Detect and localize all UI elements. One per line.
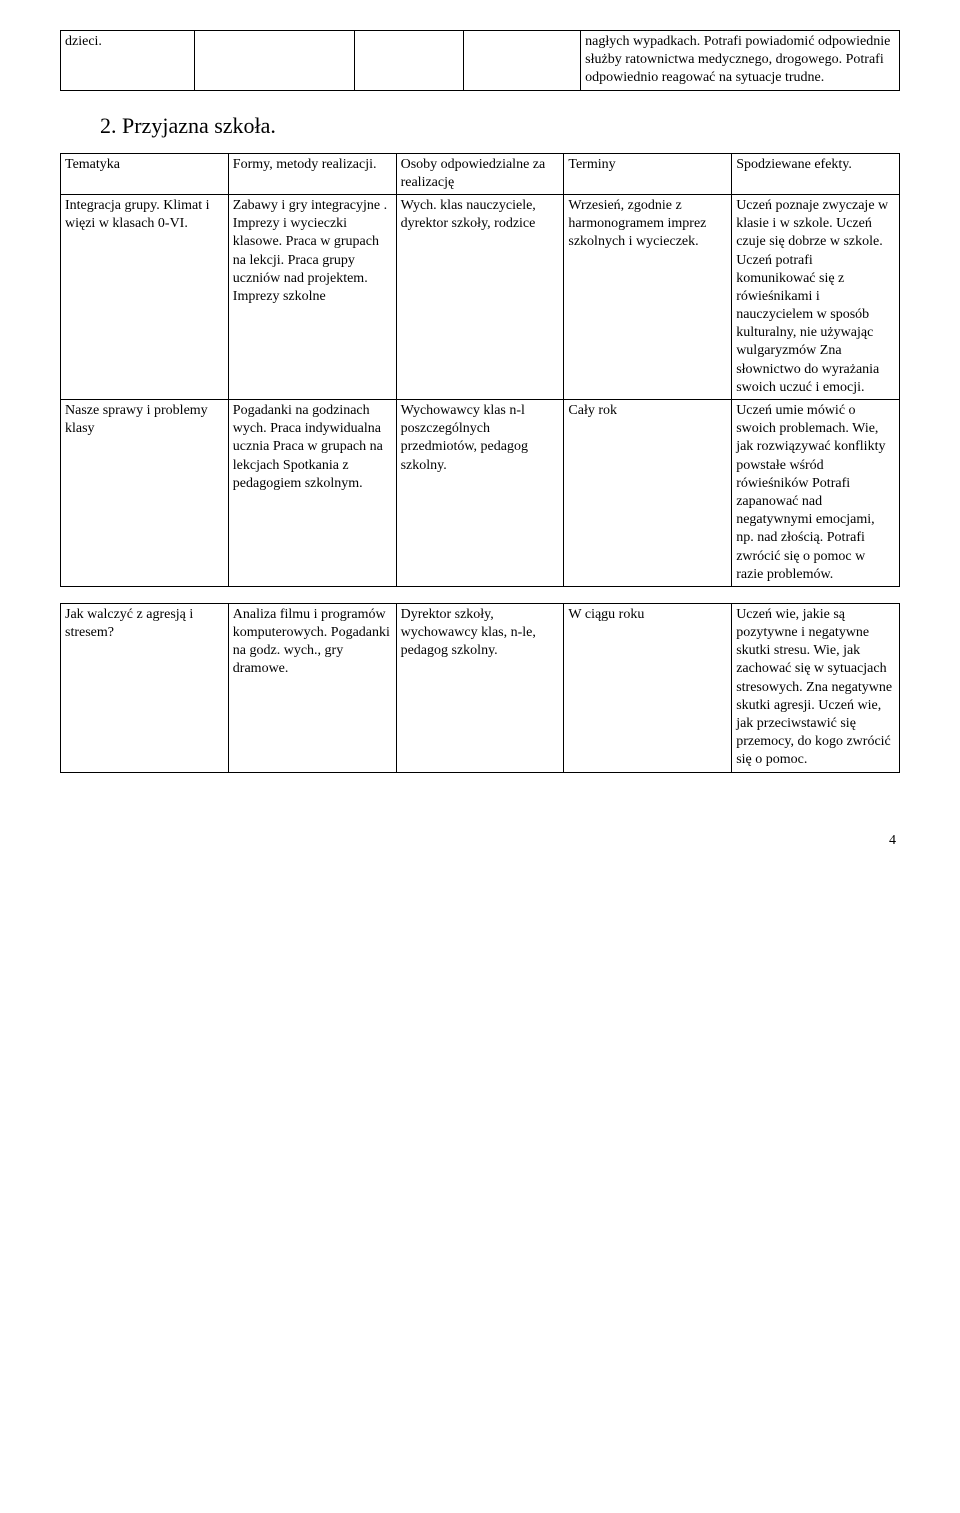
cell-c2 [195, 31, 354, 91]
cell: Dyrektor szkoły, wychowawcy klas, n-le, … [396, 603, 564, 772]
cell: Jak walczyć z agresją i stresem? [61, 603, 229, 772]
cell: Pogadanki na godzinach wych. Praca indyw… [228, 400, 396, 587]
table-row: Integracja grupy. Klimat i więzi w klasa… [61, 194, 900, 399]
col-header: Formy, metody realizacji. [228, 153, 396, 194]
cell-c3 [354, 31, 463, 91]
cell: Wrzesień, zgodnie z harmonogramem imprez… [564, 194, 732, 399]
cell: Wychowawcy klas n-l poszczególnych przed… [396, 400, 564, 587]
cell: Uczeń umie mówić o swoich problemach. Wi… [732, 400, 900, 587]
cell: W ciągu roku [564, 603, 732, 772]
top-table: dzieci. nagłych wypadkach. Potrafi powia… [60, 30, 900, 91]
cell: Uczeń wie, jakie są pozytywne i negatywn… [732, 603, 900, 772]
page-number: 4 [60, 833, 900, 849]
col-header: Osoby odpowiedzialne za realizację [396, 153, 564, 194]
cell: Cały rok [564, 400, 732, 587]
table-gap [60, 587, 900, 603]
table-row: dzieci. nagłych wypadkach. Potrafi powia… [61, 31, 900, 91]
cell: Analiza filmu i programów komputerowych.… [228, 603, 396, 772]
cell: Wych. klas nauczyciele, dyrektor szkoły,… [396, 194, 564, 399]
cell: Uczeń poznaje zwyczaje w klasie i w szko… [732, 194, 900, 399]
bottom-table: Jak walczyć z agresją i stresem? Analiza… [60, 603, 900, 773]
main-table: Tematyka Formy, metody realizacji. Osoby… [60, 153, 900, 587]
table-row: Nasze sprawy i problemy klasy Pogadanki … [61, 400, 900, 587]
cell-c1: dzieci. [61, 31, 195, 91]
col-header: Spodziewane efekty. [732, 153, 900, 194]
section-title: 2. Przyjazna szkoła. [100, 113, 900, 139]
col-header: Tematyka [61, 153, 229, 194]
cell-c4 [463, 31, 580, 91]
cell: Nasze sprawy i problemy klasy [61, 400, 229, 587]
cell: Integracja grupy. Klimat i więzi w klasa… [61, 194, 229, 399]
cell: Zabawy i gry integracyjne . Imprezy i wy… [228, 194, 396, 399]
table-header-row: Tematyka Formy, metody realizacji. Osoby… [61, 153, 900, 194]
col-header: Terminy [564, 153, 732, 194]
table-row: Jak walczyć z agresją i stresem? Analiza… [61, 603, 900, 772]
cell-c5: nagłych wypadkach. Potrafi powiadomić od… [581, 31, 900, 91]
